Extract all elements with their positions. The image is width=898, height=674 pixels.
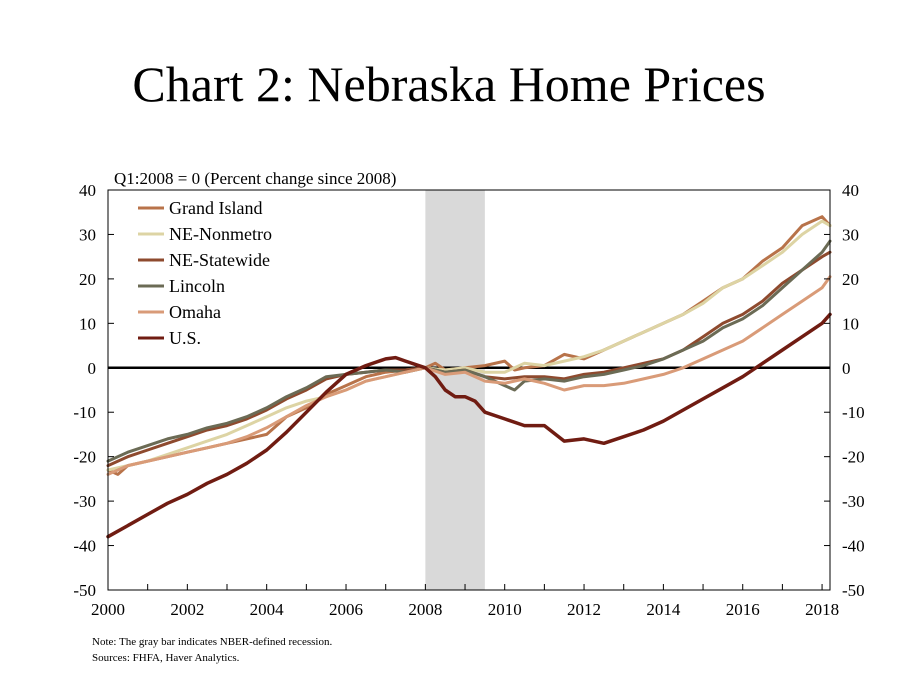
x-tick-label: 2006	[329, 600, 363, 619]
legend-label-omaha: Omaha	[169, 302, 221, 322]
y-tick-label-right: -40	[842, 537, 865, 556]
note-recession: Note: The gray bar indicates NBER-define…	[92, 636, 333, 648]
y-tick-label-right: -10	[842, 403, 865, 422]
series-line-u-s	[106, 312, 832, 539]
y-tick-label-right: -50	[842, 581, 865, 600]
series-layer	[106, 215, 832, 539]
plot-frame	[107, 189, 831, 591]
y-tick-label-left: -50	[73, 581, 96, 600]
series-line-lincoln	[106, 239, 832, 463]
y-tick-label-right: 10	[842, 314, 859, 333]
series-line-ne-nonmetro	[106, 219, 832, 472]
y-tick-label-right: -20	[842, 448, 865, 467]
legend-label-u-s: U.S.	[169, 328, 201, 348]
y-tick-label-left: 0	[88, 359, 97, 378]
x-tick-label: 2000	[91, 600, 125, 619]
y-tick-label-right: 0	[842, 359, 851, 378]
recession-bar	[425, 190, 485, 590]
y-tick-label-left: 30	[79, 225, 96, 244]
y-tick-label-right: 20	[842, 270, 859, 289]
recession-layer	[425, 190, 485, 590]
x-tick-label: 2014	[646, 600, 681, 619]
legend-label-ne-nonmetro: NE-Nonmetro	[169, 224, 272, 244]
x-tick-label: 2002	[170, 600, 204, 619]
y-tick-label-left: -20	[73, 448, 96, 467]
series-line-omaha	[106, 275, 832, 476]
legend: Grand Island NE-Nonmetro NE-Statewide Linco…	[138, 198, 272, 348]
y-tick-label-right: 30	[842, 225, 859, 244]
y-tick-label-left: 40	[79, 181, 96, 200]
x-tick-label: 2008	[408, 600, 442, 619]
y-tick-label-right: 40	[842, 181, 859, 200]
chart-title: Chart 2: Nebraska Home Prices	[132, 56, 766, 112]
x-tick-label: 2016	[726, 600, 760, 619]
y-tick-label-left: 10	[79, 314, 96, 333]
chart-notes: Note: The gray bar indicates NBER-define…	[92, 634, 332, 666]
legend-label-lincoln: Lincoln	[169, 276, 225, 296]
y-tick-label-left: -40	[73, 537, 96, 556]
y-tick-label-left: -10	[73, 403, 96, 422]
x-tick-label: 2004	[250, 600, 285, 619]
y-tick-label-left: -30	[73, 492, 96, 511]
x-tick-label: 2010	[488, 600, 522, 619]
chart-subtitle: Q1:2008 = 0 (Percent change since 2008)	[114, 169, 396, 188]
note-sources: Sources: FHFA, Haver Analytics.	[92, 652, 240, 664]
legend-label-grand-island: Grand Island	[169, 198, 262, 218]
y-tick-label-left: 20	[79, 270, 96, 289]
x-tick-label: 2012	[567, 600, 601, 619]
legend-label-ne-statewide: NE-Statewide	[169, 250, 270, 270]
y-tick-label-right: -30	[842, 492, 865, 511]
x-tick-label: 2018	[805, 600, 839, 619]
